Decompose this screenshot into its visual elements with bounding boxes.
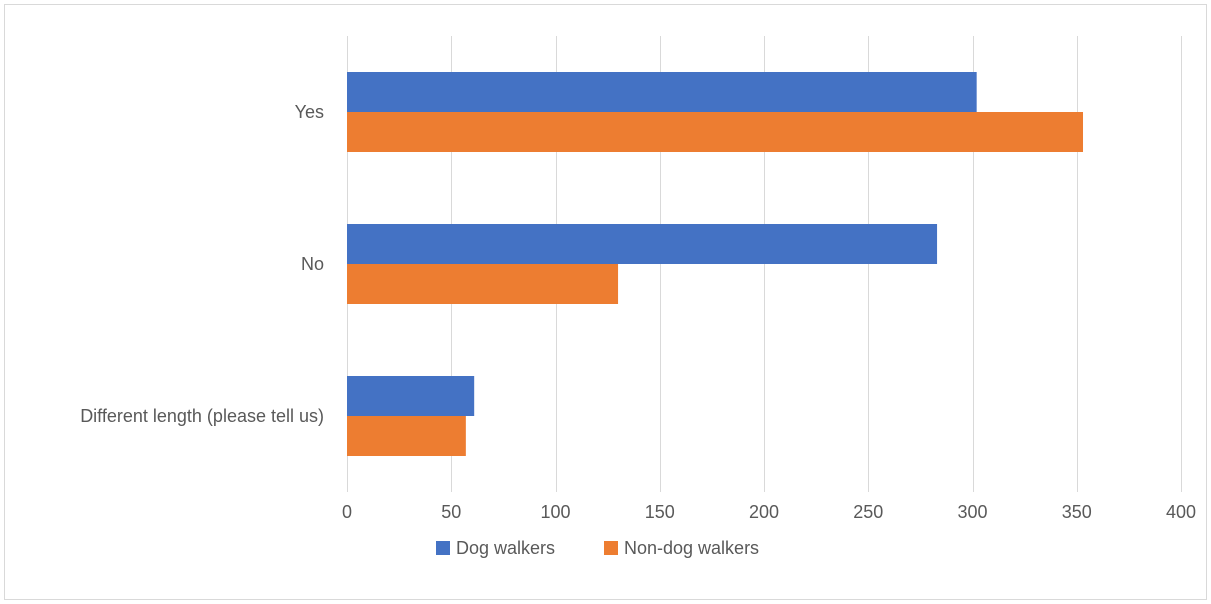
bars <box>347 72 1084 456</box>
legend-swatch-non-dog-walkers <box>604 541 618 555</box>
category-label: Different length (please tell us) <box>80 406 324 426</box>
category-labels: Yes No Different length (please tell us) <box>80 102 324 426</box>
bar-dog-walkers-0 <box>347 72 977 112</box>
x-tick-label: 400 <box>1166 502 1196 522</box>
bar-dog-walkers-1 <box>347 224 938 264</box>
x-tick-label: 250 <box>853 502 883 522</box>
bar-non-dog-walkers-2 <box>347 416 466 456</box>
x-tick-label: 0 <box>342 502 352 522</box>
category-label: Yes <box>295 102 324 122</box>
x-tick-labels: 0 50 100 150 200 250 300 350 400 <box>342 502 1196 522</box>
legend-label-non-dog-walkers: Non-dog walkers <box>624 538 759 558</box>
x-tick-label: 50 <box>441 502 461 522</box>
x-tick-label: 350 <box>1062 502 1092 522</box>
category-label: No <box>301 254 324 274</box>
legend: Dog walkers Non-dog walkers <box>436 538 759 558</box>
bar-dog-walkers-2 <box>347 376 475 416</box>
legend-swatch-dog-walkers <box>436 541 450 555</box>
x-tick-label: 100 <box>540 502 570 522</box>
x-tick-label: 300 <box>957 502 987 522</box>
x-tick-label: 150 <box>645 502 675 522</box>
legend-label-dog-walkers: Dog walkers <box>456 538 555 558</box>
bar-non-dog-walkers-1 <box>347 264 619 304</box>
x-tick-label: 200 <box>749 502 779 522</box>
bar-non-dog-walkers-0 <box>347 112 1084 152</box>
